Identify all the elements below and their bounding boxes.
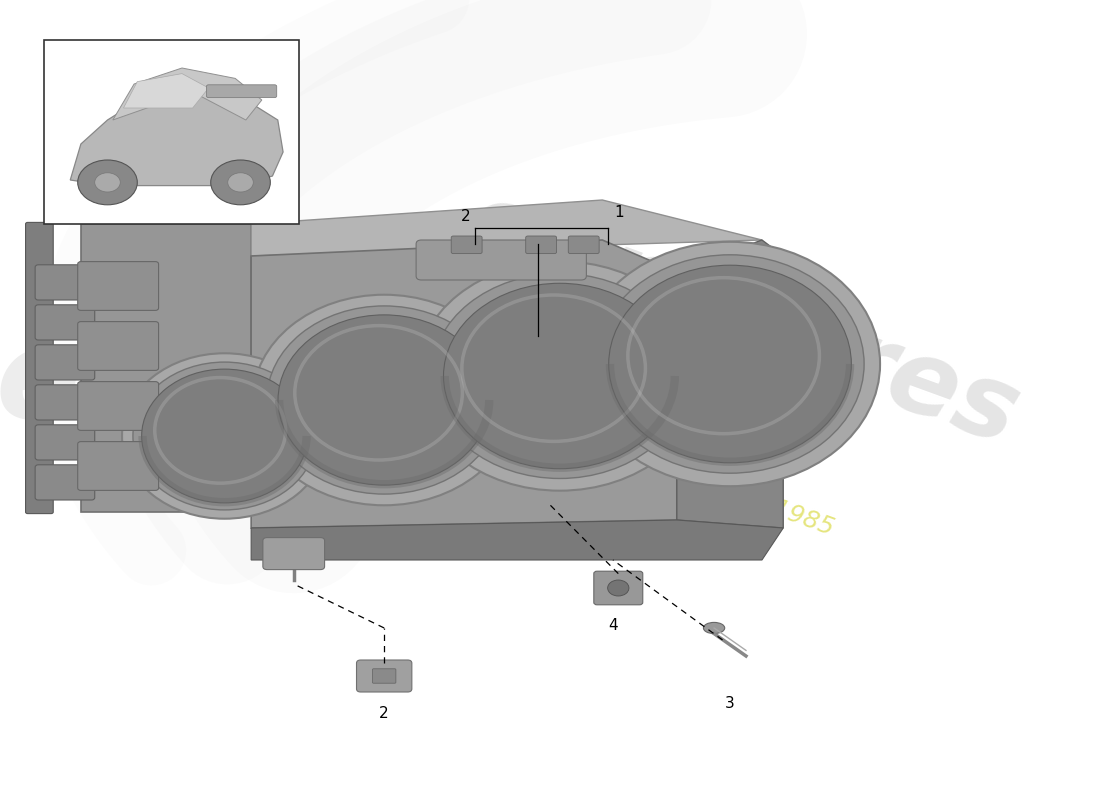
FancyBboxPatch shape [451,236,482,254]
Ellipse shape [596,254,865,473]
FancyBboxPatch shape [356,660,411,692]
Circle shape [211,160,271,205]
Circle shape [607,580,629,596]
FancyBboxPatch shape [78,262,158,310]
FancyBboxPatch shape [594,571,642,605]
Ellipse shape [703,622,725,634]
Polygon shape [251,240,676,528]
FancyBboxPatch shape [78,442,158,490]
FancyBboxPatch shape [78,322,158,370]
Text: eurosares: eurosares [449,173,1032,467]
FancyBboxPatch shape [35,345,95,380]
Ellipse shape [608,265,851,462]
Text: 2: 2 [379,706,389,722]
Text: 2: 2 [461,209,471,224]
Polygon shape [113,68,262,120]
Text: 4: 4 [608,618,618,634]
Circle shape [95,173,120,192]
Ellipse shape [416,262,704,490]
Polygon shape [70,92,283,186]
Text: a passion for parts since 1985: a passion for parts since 1985 [474,388,837,540]
FancyBboxPatch shape [78,382,158,430]
Ellipse shape [267,306,502,494]
Text: eu: eu [0,323,169,445]
FancyBboxPatch shape [35,465,95,500]
Polygon shape [81,224,251,512]
FancyBboxPatch shape [207,85,277,98]
FancyBboxPatch shape [25,222,53,514]
Ellipse shape [431,274,689,478]
Circle shape [78,160,138,205]
FancyBboxPatch shape [35,265,95,300]
Polygon shape [123,74,209,108]
Polygon shape [676,240,783,528]
Ellipse shape [253,294,516,506]
FancyBboxPatch shape [263,538,324,570]
Polygon shape [251,520,783,560]
Polygon shape [251,200,762,256]
FancyBboxPatch shape [569,236,600,254]
FancyBboxPatch shape [35,385,95,420]
Ellipse shape [133,362,316,510]
Circle shape [228,173,253,192]
Ellipse shape [580,242,880,486]
Ellipse shape [443,283,676,469]
Text: 1: 1 [614,205,624,220]
Ellipse shape [278,315,491,485]
Text: 3: 3 [725,696,735,711]
Bar [44,40,299,224]
FancyBboxPatch shape [35,425,95,460]
Ellipse shape [122,354,327,518]
FancyBboxPatch shape [35,305,95,340]
FancyBboxPatch shape [526,236,557,254]
FancyBboxPatch shape [373,669,396,683]
FancyBboxPatch shape [416,240,586,280]
Ellipse shape [142,369,308,503]
